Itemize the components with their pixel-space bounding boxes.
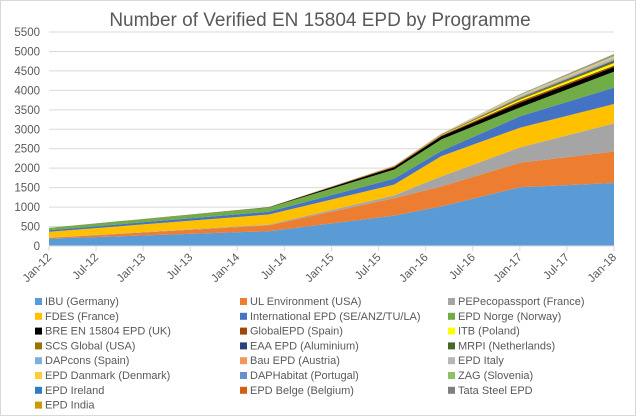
legend-swatch: [448, 312, 455, 320]
legend-label: Tata Steel EPD: [458, 385, 533, 397]
y-tick-label: 4500: [14, 66, 40, 78]
legend-label: FDES (France): [45, 311, 119, 323]
x-tick-label: Jan-18: [586, 252, 619, 285]
legend-label: PEPecopassport (France): [458, 296, 585, 308]
legend-label: DAPHabitat (Portugal): [250, 370, 359, 382]
y-tick-label: 5500: [14, 27, 40, 39]
legend-swatch: [448, 298, 455, 305]
legend-label: ITB (Poland): [458, 326, 520, 338]
x-tick-label: Jan-15: [303, 252, 336, 285]
legend-label: MRPI (Netherlands): [458, 340, 555, 352]
legend-label: ZAG (Slovenia): [458, 370, 533, 382]
legend-label: EPD Ireland: [45, 385, 104, 397]
legend-swatch: [240, 298, 247, 305]
x-tick-label: Jan-13: [115, 252, 148, 285]
x-tick-label: Jan-16: [397, 252, 430, 285]
legend-label: EPD Italy: [458, 355, 504, 367]
legend-swatch: [35, 298, 42, 305]
legend-swatch: [35, 312, 42, 320]
x-tick-label: Jan-12: [21, 252, 54, 285]
legend-swatch: [35, 386, 42, 394]
x-tick-label: Jul-14: [259, 251, 290, 282]
legend-swatch: [35, 342, 42, 350]
legend-label: Bau EPD (Austria): [250, 355, 340, 367]
legend-swatch: [240, 342, 247, 350]
chart-title: Number of Verified EN 15804 EPD by Progr…: [109, 10, 530, 31]
legend-label: EPD India: [45, 400, 95, 412]
legend-label: IBU (Germany): [45, 296, 119, 308]
y-tick-label: 3000: [14, 124, 40, 136]
y-tick-label: 3500: [14, 105, 40, 117]
area-series-0: [49, 182, 614, 246]
legend-label: BRE EN 15804 EPD (UK): [45, 326, 171, 338]
legend-swatch: [448, 342, 455, 350]
legend-label: EPD Danmark (Denmark): [45, 370, 170, 382]
legend-swatch: [240, 372, 247, 379]
legend-swatch: [448, 327, 455, 335]
legend-swatch: [35, 401, 42, 409]
legend-swatch: [240, 386, 247, 394]
legend-swatch: [35, 327, 42, 335]
legend-label: EPD Belge (Belgium): [250, 385, 354, 397]
y-tick-label: 5000: [14, 46, 40, 58]
x-tick-label: Jul-16: [447, 252, 478, 283]
y-tick-label: 1000: [14, 202, 40, 214]
legend-label: SCS Global (USA): [45, 340, 135, 352]
area-series-1: [49, 151, 614, 239]
x-tick-label: Jan-14: [209, 251, 243, 285]
legend-label: EPD Norge (Norway): [458, 311, 561, 323]
x-tick-label: Jul-12: [71, 252, 102, 283]
legend-swatch: [35, 372, 42, 379]
legend-swatch: [448, 386, 455, 394]
x-tick-label: Jul-13: [165, 252, 196, 283]
legend-label: EAA EPD (Aluminium): [250, 340, 359, 352]
legend-swatch: [448, 372, 455, 379]
legend-swatch: [240, 357, 247, 365]
legend-swatch: [448, 357, 455, 365]
legend-swatch: [240, 327, 247, 335]
legend-label: DAPcons (Spain): [45, 355, 129, 367]
y-tick-label: 1500: [14, 183, 40, 195]
y-tick-label: 500: [21, 222, 40, 234]
y-tick-label: 4000: [14, 85, 40, 97]
legend-swatch: [240, 312, 247, 320]
y-tick-label: 2000: [14, 163, 40, 175]
y-tick-label: 2500: [14, 144, 40, 156]
y-tick-label: 0: [34, 241, 40, 253]
x-tick-label: Jul-17: [541, 252, 572, 283]
legend-label: International EPD (SE/ANZ/TU/LA): [250, 311, 421, 323]
legend-label: GlobalEPD (Spain): [250, 326, 343, 338]
legend-label: UL Environment (USA): [250, 296, 361, 308]
legend-swatch: [35, 357, 42, 365]
x-tick-label: Jul-15: [353, 252, 384, 283]
x-tick-label: Jan-17: [492, 252, 525, 285]
